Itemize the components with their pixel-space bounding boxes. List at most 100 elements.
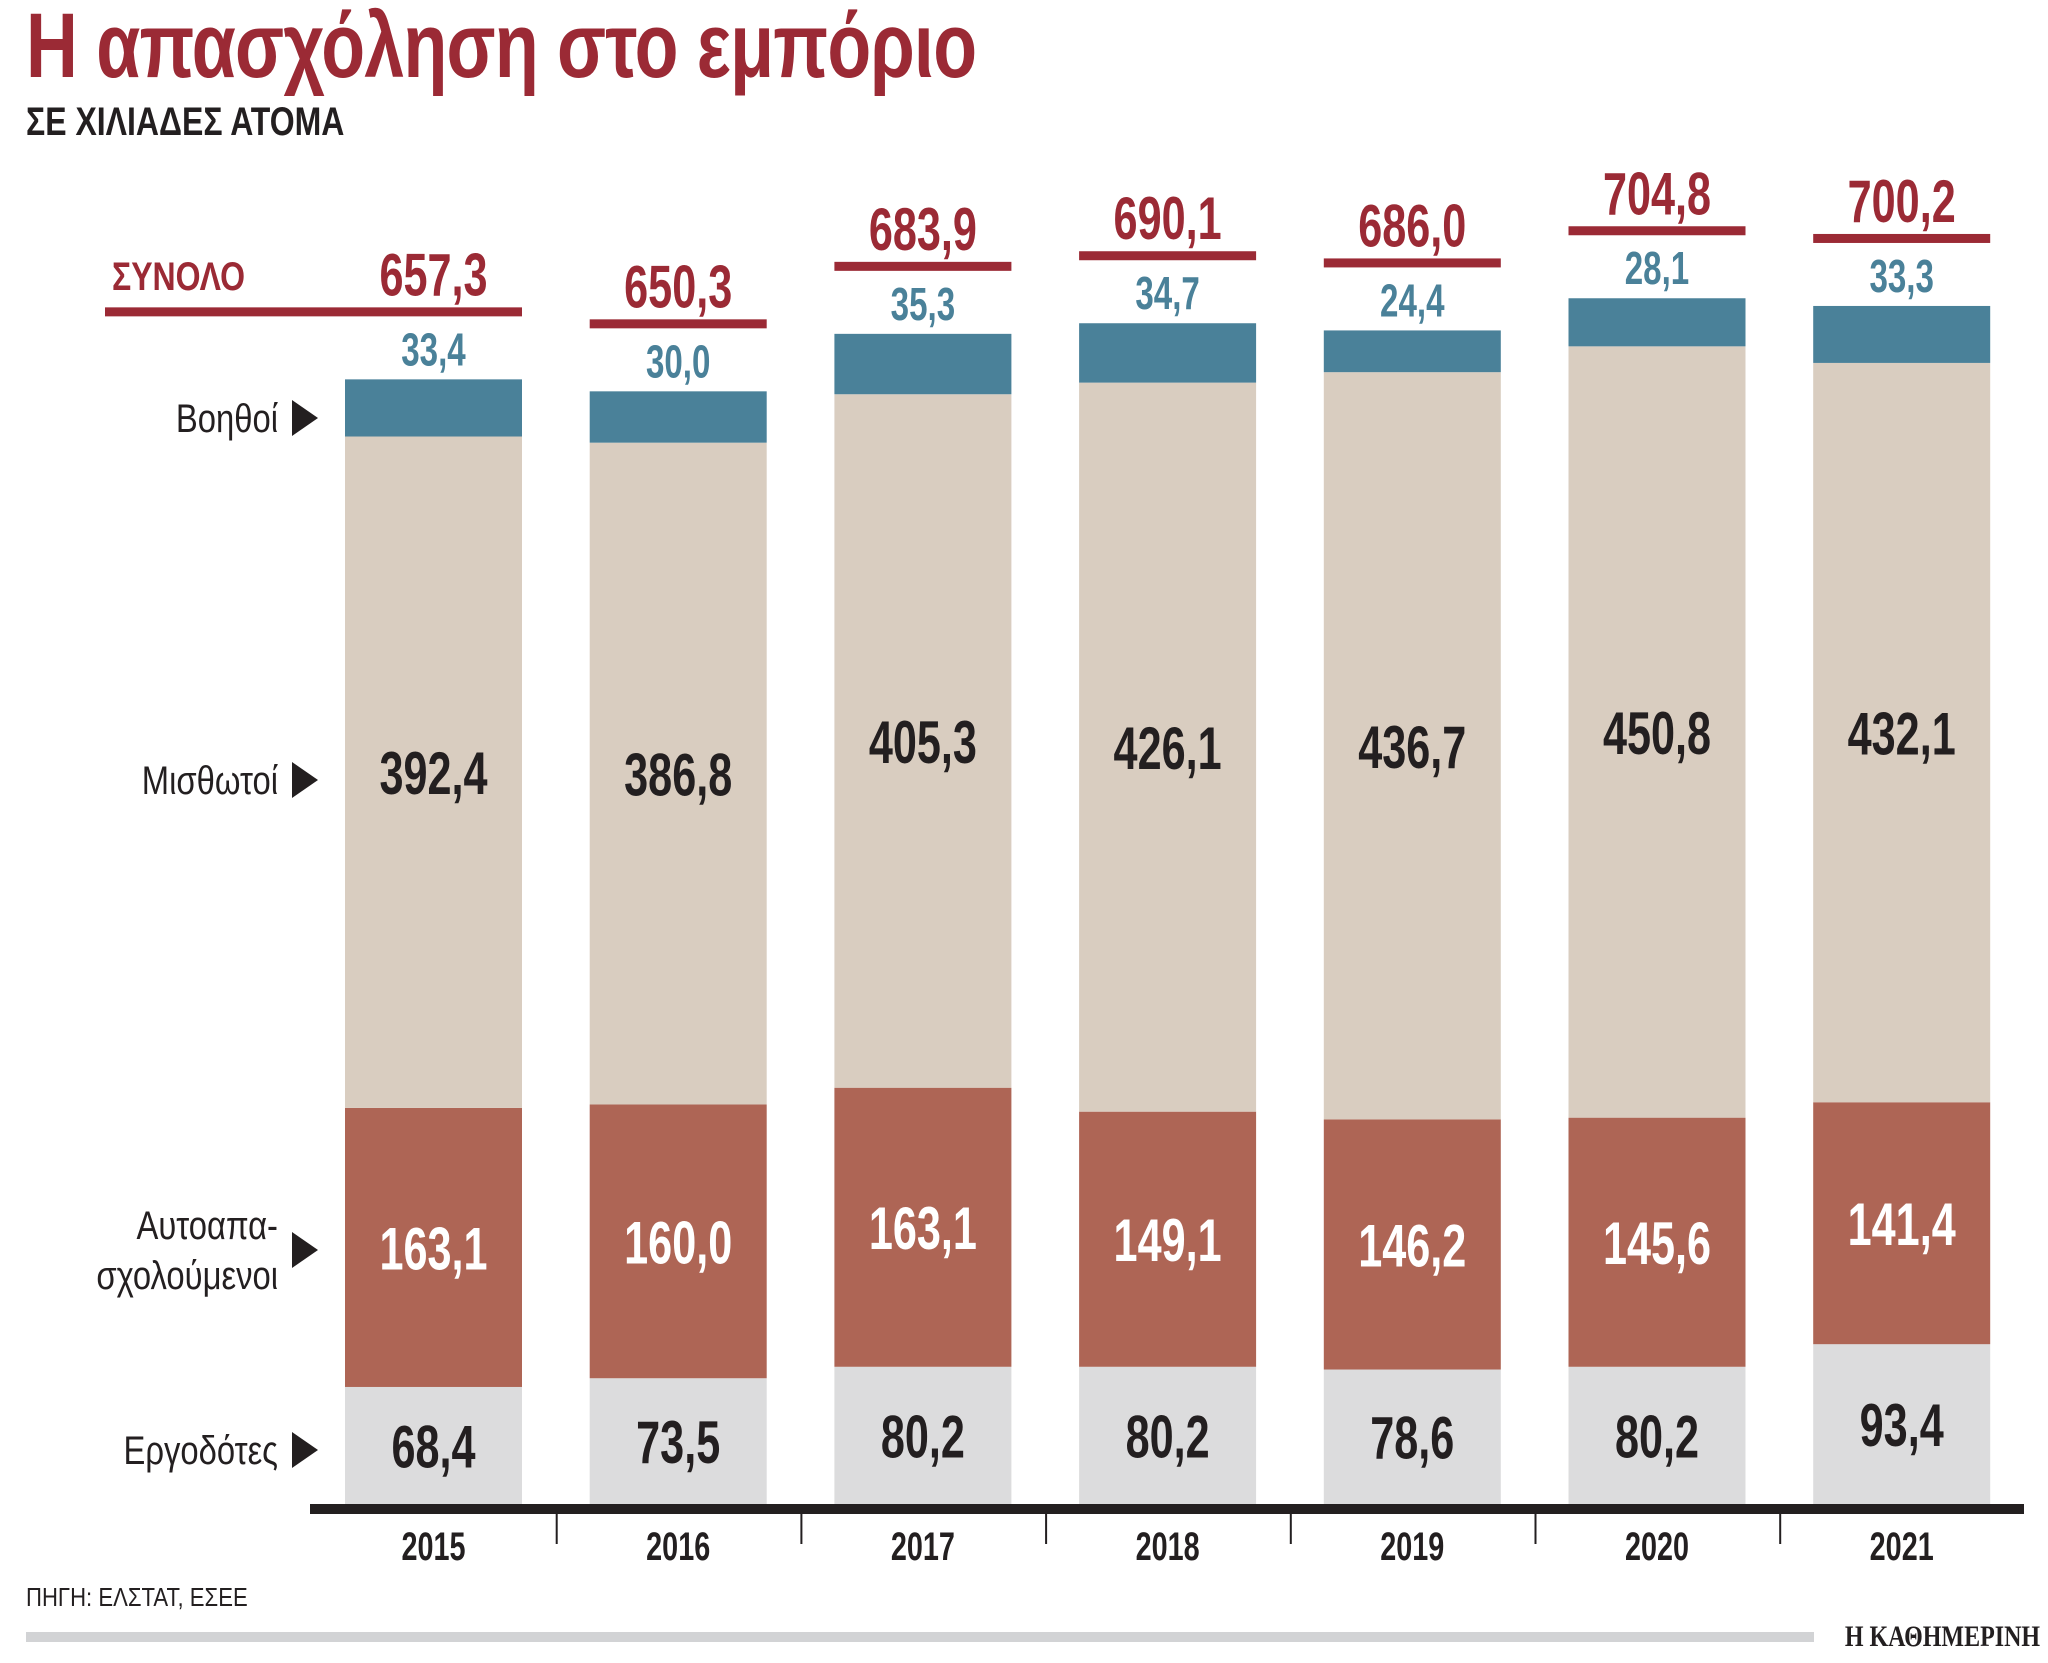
bar-label: 386,8 xyxy=(624,743,732,810)
total-underline xyxy=(589,319,767,329)
total-label: 683,9 xyxy=(869,197,977,264)
total-underline xyxy=(834,261,1012,271)
bar-segment-2-2020 xyxy=(1568,346,1746,1118)
brand-logo: Η ΚΑΘΗΜΕΡΙΝΗ xyxy=(1844,1620,2040,1653)
bar-label-helpers: 35,3 xyxy=(891,280,955,330)
legend-arrow-icon xyxy=(292,400,318,436)
bar-label-helpers: 34,7 xyxy=(1135,269,1199,319)
bar-label-helpers: 24,4 xyxy=(1380,276,1445,326)
legend-arrow-icon xyxy=(292,762,318,798)
legend-label: Εργοδότες xyxy=(123,1428,278,1473)
bar-segment-1-2021 xyxy=(1813,1102,1991,1345)
bar-label: 436,7 xyxy=(1358,715,1466,782)
bar-label: 432,1 xyxy=(1848,702,1956,769)
bar-segment-2-2021 xyxy=(1813,362,1991,1103)
x-tick-label: 2018 xyxy=(1136,1524,1200,1569)
legend-arrow-icon xyxy=(292,1432,318,1468)
legend-total-label: ΣΥΝΟΛΟ xyxy=(112,254,245,299)
x-tick-label: 2016 xyxy=(646,1524,710,1569)
bar-label: 80,2 xyxy=(881,1405,965,1472)
x-tick xyxy=(555,1510,558,1544)
legend-label: σχολούμενοι xyxy=(96,1253,278,1298)
legend-label: Αυτοαπα- xyxy=(136,1203,278,1248)
x-tick xyxy=(800,1510,803,1544)
bar-label: 426,1 xyxy=(1114,716,1222,783)
legend-arrow-icon xyxy=(292,1232,318,1268)
footer-rule xyxy=(26,1632,1814,1642)
bar-segment-0-2015 xyxy=(345,1386,522,1504)
bar-segment-1-2019 xyxy=(1323,1119,1501,1370)
bar-label: 146,2 xyxy=(1358,1214,1466,1281)
bar-label: 405,3 xyxy=(869,710,977,777)
x-tick-label: 2021 xyxy=(1870,1524,1934,1569)
x-tick xyxy=(1779,1510,1782,1544)
bar-label: 93,4 xyxy=(1860,1393,1944,1460)
bar-segment-0-2020 xyxy=(1568,1366,1746,1504)
bar-segment-0-2017 xyxy=(834,1366,1012,1504)
x-tick-label: 2015 xyxy=(401,1524,465,1569)
x-axis-line xyxy=(310,1504,2024,1514)
total-underline xyxy=(1323,258,1501,268)
bar-label: 163,1 xyxy=(379,1217,487,1284)
bar-segment-3-2020 xyxy=(1568,298,1746,347)
bar-label: 78,6 xyxy=(1370,1406,1454,1473)
total-label: 704,8 xyxy=(1603,161,1711,228)
total-label: 690,1 xyxy=(1114,186,1222,253)
total-underline xyxy=(1813,233,1991,243)
bar-label: 80,2 xyxy=(1615,1405,1699,1472)
x-tick-label: 2019 xyxy=(1380,1524,1444,1569)
total-underline xyxy=(105,307,522,317)
bar-label: 149,1 xyxy=(1114,1208,1222,1275)
bar-segment-3-2021 xyxy=(1813,305,1991,363)
bar-segment-3-2015 xyxy=(345,379,522,437)
total-underline xyxy=(1079,251,1257,261)
bar-label: 73,5 xyxy=(636,1410,720,1477)
bar-label-helpers: 33,3 xyxy=(1869,252,1933,302)
bar-label: 160,0 xyxy=(624,1211,732,1278)
x-tick-label: 2020 xyxy=(1625,1524,1689,1569)
bar-segment-3-2017 xyxy=(834,333,1012,395)
bar-label: 145,6 xyxy=(1603,1211,1711,1278)
bar-segment-1-2020 xyxy=(1568,1117,1746,1367)
bar-segment-1-2015 xyxy=(345,1107,522,1387)
bar-label-helpers: 28,1 xyxy=(1625,244,1689,294)
bar-label: 163,1 xyxy=(869,1196,977,1263)
bar-segment-2-2017 xyxy=(834,394,1012,1088)
bar-segment-1-2018 xyxy=(1079,1111,1257,1367)
source-note: ΠΗΓΗ: ΕΛΣΤΑΤ, ΕΣΕΕ xyxy=(26,1582,248,1612)
x-tick xyxy=(1045,1510,1048,1544)
total-label: 650,3 xyxy=(624,255,732,322)
bar-segment-3-2019 xyxy=(1323,330,1501,373)
bar-segment-2-2019 xyxy=(1323,372,1501,1120)
x-tick xyxy=(1534,1510,1537,1544)
bar-segment-2-2018 xyxy=(1079,382,1257,1112)
chart-subtitle: ΣΕ ΧΙΛΙΑΔΕΣ ΑΤΟΜΑ xyxy=(26,100,345,144)
legend-label: Βοηθοί xyxy=(176,396,278,441)
bar-label: 392,4 xyxy=(379,741,487,808)
bar-segment-1-2016 xyxy=(589,1104,767,1379)
x-tick-label: 2017 xyxy=(891,1524,955,1569)
bar-label-helpers: 30,0 xyxy=(646,337,710,387)
bar-segment-3-2018 xyxy=(1079,323,1257,383)
bar-label: 80,2 xyxy=(1126,1405,1210,1472)
bar-segment-2-2015 xyxy=(345,436,522,1108)
x-tick xyxy=(1289,1510,1292,1544)
total-label: 686,0 xyxy=(1358,194,1466,261)
bar-segment-0-2016 xyxy=(589,1378,767,1504)
bar-label: 141,4 xyxy=(1848,1192,1956,1259)
bar-label: 450,8 xyxy=(1603,701,1711,768)
legend-label: Μισθωτοί xyxy=(142,758,278,803)
bar-segment-0-2019 xyxy=(1323,1369,1501,1504)
total-label: 657,3 xyxy=(379,243,487,310)
bar-segment-1-2017 xyxy=(834,1087,1012,1367)
bar-segment-2-2016 xyxy=(589,442,767,1105)
chart-title: Η απασχόληση στο εμπόριο xyxy=(26,0,977,97)
bar-label-helpers: 33,4 xyxy=(401,325,466,375)
bar-segment-3-2016 xyxy=(589,391,767,443)
total-label: 700,2 xyxy=(1848,169,1956,236)
bar-segment-0-2018 xyxy=(1079,1366,1257,1504)
bar-segment-0-2021 xyxy=(1813,1344,1991,1504)
bar-label: 68,4 xyxy=(391,1415,475,1482)
total-underline xyxy=(1568,226,1746,236)
